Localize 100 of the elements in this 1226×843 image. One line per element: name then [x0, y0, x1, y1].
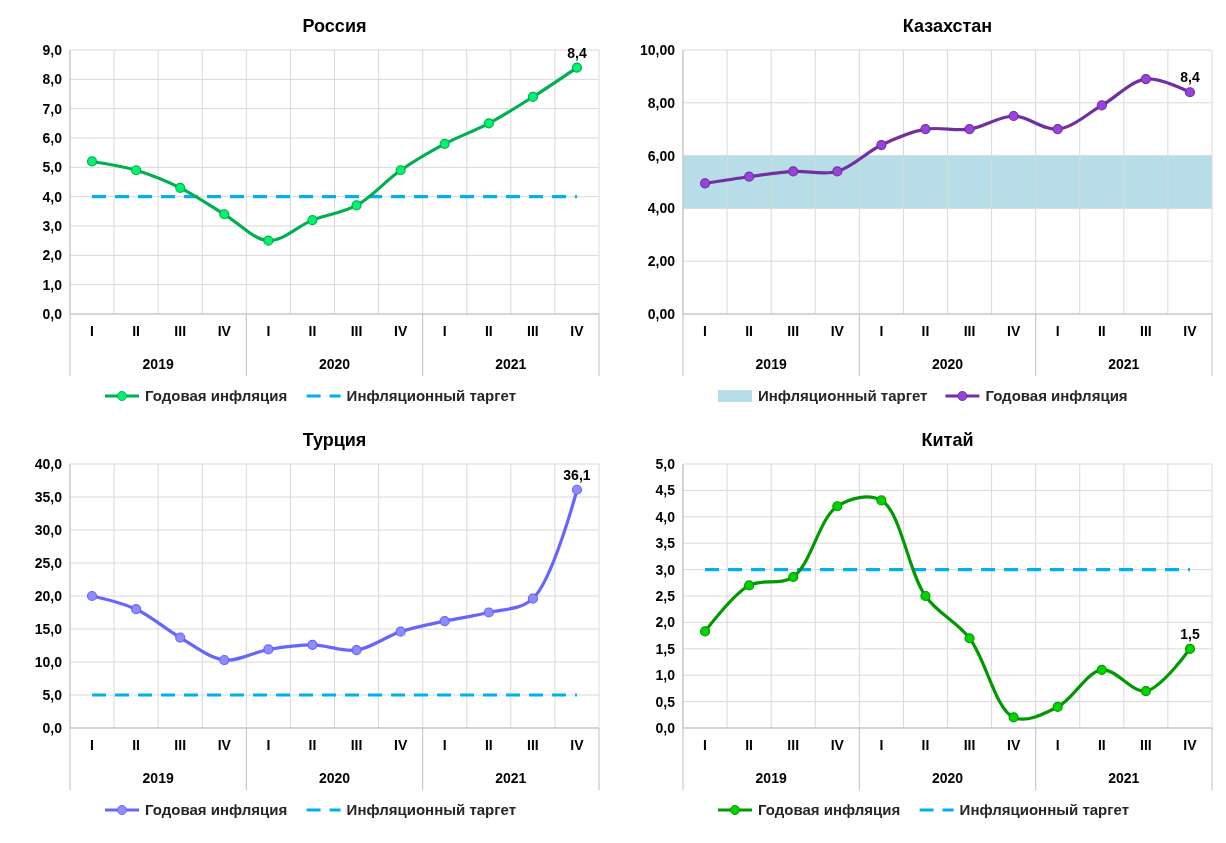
point [527, 593, 538, 604]
point [307, 639, 318, 650]
point [1052, 124, 1063, 135]
x-tick-label: IV [217, 737, 232, 753]
y-tick-label: 4,00 [647, 200, 676, 217]
x-tick-label: IV [570, 737, 585, 753]
x-tick-label: IV [830, 323, 845, 339]
point [395, 165, 406, 176]
y-tick-label: 2,0 [42, 247, 63, 264]
y-tick-label: 8,00 [647, 94, 676, 111]
y-tick-label: 4,0 [655, 508, 676, 525]
y-tick-label: 10,00 [639, 41, 676, 58]
point [1184, 87, 1196, 98]
y-tick-label: 3,0 [655, 561, 676, 578]
x-tick-label: IV [1007, 323, 1021, 339]
point [964, 633, 975, 644]
legend-label: Годовая инфляция [985, 387, 1128, 404]
point [263, 644, 274, 655]
point [219, 654, 230, 666]
legend-label: Годовая инфляция [145, 387, 288, 404]
x-tick-label: II [921, 737, 930, 753]
y-tick-label: 0,0 [42, 719, 63, 736]
y-tick-label: 6,00 [647, 147, 676, 164]
point [86, 590, 98, 602]
point [920, 590, 931, 602]
x-tick-label: III [1140, 323, 1152, 339]
x-tick-label: I [703, 323, 707, 339]
x-tick-label: II [308, 737, 317, 753]
y-tick-label: 15,0 [34, 620, 63, 637]
point [175, 632, 186, 643]
x-tick-label: IV [1183, 323, 1198, 339]
point [351, 200, 362, 211]
x-tick-label: II [921, 323, 930, 339]
point [1008, 712, 1019, 723]
y-tick-label: 20,0 [34, 587, 63, 604]
legend-label: Инфляционный таргет [959, 801, 1129, 818]
x-tick-label: III [350, 737, 363, 753]
x-tick-label: I [90, 737, 94, 753]
y-tick-label: 2,0 [655, 614, 676, 631]
y-tick-label: 3,5 [655, 535, 676, 552]
x-tick-label: IV [1007, 737, 1021, 753]
point [571, 484, 583, 495]
x-tick-label: III [963, 323, 976, 339]
x-tick-label: IV [217, 323, 232, 339]
point [699, 626, 711, 637]
x-tick-label: III [787, 323, 800, 339]
x-tick-label: II [132, 737, 141, 753]
point [832, 501, 843, 512]
x-tick-label: III [527, 737, 539, 753]
x-tick-label: II [308, 323, 317, 339]
chart-title: Китай [921, 430, 974, 450]
text: 2021 [1108, 356, 1140, 372]
point [876, 139, 887, 151]
y-tick-label: 3,0 [42, 217, 63, 234]
point [788, 166, 799, 177]
y-tick-label: 0,5 [655, 693, 676, 710]
text: 2021 [495, 770, 527, 786]
point [1096, 100, 1107, 111]
point [1140, 73, 1151, 85]
x-tick-label: III [350, 323, 363, 339]
y-tick-label: 1,0 [655, 667, 676, 684]
text: 2021 [1108, 770, 1140, 786]
x-tick-label: III [527, 323, 539, 339]
text: 2020 [318, 770, 351, 786]
chart-title: Казахстан [902, 16, 993, 36]
x-tick-label: II [745, 323, 754, 339]
y-tick-label: 0,0 [42, 305, 63, 322]
x-tick-label: I [442, 737, 447, 753]
y-tick-label: 40,0 [34, 455, 63, 472]
x-tick-label: III [787, 737, 800, 753]
point [699, 178, 711, 189]
x-tick-label: IV [1183, 737, 1198, 753]
x-tick-label: I [879, 737, 884, 753]
x-tick-label: I [879, 323, 884, 339]
text: 2020 [931, 356, 964, 372]
point [788, 571, 799, 583]
x-tick-label: III [174, 323, 187, 339]
y-tick-label: 10,0 [34, 653, 63, 670]
y-tick-label: 5,0 [655, 455, 676, 472]
point [307, 215, 318, 226]
x-tick-label: IV [570, 323, 585, 339]
legend-label: Годовая инфляция [145, 801, 288, 818]
x-tick-label: IV [394, 323, 408, 339]
y-tick-label: 4,5 [655, 482, 676, 499]
text: 2021 [495, 356, 527, 372]
y-tick-label: 30,0 [34, 521, 63, 538]
text: 2019 [755, 356, 787, 372]
y-tick-label: 9,0 [42, 41, 63, 58]
y-tick-label: 6,0 [42, 129, 63, 146]
data-label: 8,4 [567, 44, 587, 61]
point [86, 156, 98, 167]
y-tick-label: 0,00 [647, 305, 676, 322]
point [744, 580, 755, 591]
point [1096, 664, 1107, 676]
point [744, 171, 755, 182]
y-tick-label: 2,5 [655, 587, 676, 604]
x-tick-label: I [266, 737, 271, 753]
x-tick-label: II [1097, 323, 1106, 339]
point [219, 209, 230, 220]
point [1184, 643, 1196, 654]
